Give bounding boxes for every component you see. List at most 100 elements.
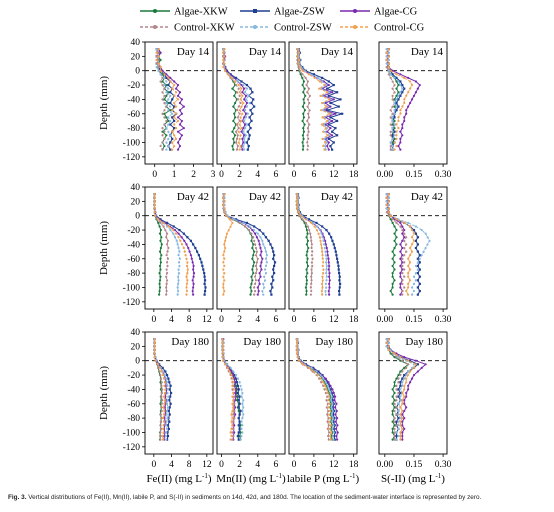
- data-point: [178, 101, 182, 105]
- data-point: [190, 257, 193, 260]
- data-point: [270, 282, 273, 285]
- data-point: [385, 55, 388, 58]
- data-point: [401, 279, 404, 282]
- data-point: [331, 91, 334, 94]
- data-point: [403, 221, 406, 224]
- y-tick-label: 20: [131, 342, 141, 352]
- data-point: [297, 58, 301, 62]
- data-point: [301, 134, 305, 137]
- data-point: [302, 80, 306, 83]
- data-point: [298, 359, 301, 362]
- data-point: [239, 98, 242, 101]
- data-point: [391, 257, 394, 260]
- data-point: [327, 381, 330, 384]
- data-point: [237, 388, 240, 391]
- data-point: [310, 268, 313, 271]
- data-point: [405, 112, 408, 115]
- data-point: [244, 105, 247, 108]
- data-point: [153, 352, 156, 355]
- data-point: [160, 395, 163, 398]
- data-point: [223, 257, 226, 260]
- data-point: [230, 373, 233, 377]
- data-point: [261, 239, 264, 242]
- data-point: [305, 282, 308, 285]
- data-point: [238, 420, 241, 423]
- data-point: [178, 109, 182, 112]
- data-point: [231, 409, 234, 413]
- data-point: [410, 293, 414, 296]
- data-point: [232, 420, 235, 423]
- data-point: [399, 243, 402, 246]
- data-point: [318, 87, 321, 90]
- data-point: [240, 427, 243, 430]
- data-point: [327, 123, 330, 126]
- data-point: [162, 424, 165, 427]
- data-point: [222, 293, 225, 296]
- data-point: [231, 130, 234, 133]
- data-point: [326, 119, 329, 123]
- data-point: [166, 239, 170, 242]
- data-point: [153, 348, 156, 352]
- data-point: [401, 83, 404, 87]
- data-point: [240, 83, 243, 87]
- data-point: [156, 363, 159, 366]
- data-point: [391, 438, 394, 441]
- data-point: [244, 94, 248, 97]
- data-point: [237, 141, 240, 144]
- data-point: [162, 377, 166, 380]
- x-tick-label: 18: [349, 315, 359, 325]
- data-point: [399, 431, 402, 434]
- x-tick-label: 0: [292, 170, 297, 180]
- data-point: [403, 384, 406, 387]
- data-point: [387, 193, 390, 196]
- data-point: [414, 246, 418, 250]
- data-point: [418, 268, 421, 271]
- data-point: [233, 395, 236, 398]
- data-point: [389, 289, 392, 293]
- x-tick-label: 0: [219, 460, 224, 470]
- data-point: [326, 134, 329, 137]
- data-point: [249, 127, 252, 130]
- data-point: [324, 250, 327, 253]
- data-point: [399, 141, 402, 144]
- data-point: [328, 420, 331, 423]
- data-point: [176, 83, 180, 87]
- data-point: [241, 402, 244, 405]
- data-point: [169, 101, 172, 105]
- data-point: [241, 112, 244, 115]
- data-point: [177, 254, 180, 257]
- data-point: [237, 399, 240, 402]
- data-point: [393, 127, 396, 130]
- data-point: [416, 261, 419, 264]
- data-point: [230, 434, 233, 438]
- data-point: [247, 228, 250, 232]
- data-point: [391, 272, 394, 275]
- data-point: [233, 141, 236, 144]
- panel-frame: [216, 186, 286, 310]
- data-point: [326, 402, 329, 405]
- data-point: [412, 275, 416, 278]
- data-point: [333, 399, 336, 402]
- data-point: [168, 406, 171, 409]
- data-point: [401, 402, 404, 405]
- data-point: [330, 395, 333, 398]
- series-line: [295, 338, 331, 441]
- data-point: [233, 402, 236, 405]
- data-point: [408, 225, 412, 228]
- y-tick-label: -120: [123, 443, 141, 453]
- data-point: [338, 293, 341, 296]
- data-point: [180, 236, 183, 239]
- data-point: [253, 243, 257, 246]
- data-point: [259, 275, 262, 278]
- data-point: [393, 98, 396, 101]
- data-point: [397, 94, 400, 97]
- data-point: [395, 98, 398, 101]
- data-point: [327, 417, 330, 420]
- data-point: [159, 80, 162, 83]
- data-point: [229, 431, 232, 434]
- data-point: [167, 101, 170, 105]
- data-point: [321, 275, 324, 278]
- data-point: [163, 381, 166, 384]
- data-point: [395, 109, 398, 112]
